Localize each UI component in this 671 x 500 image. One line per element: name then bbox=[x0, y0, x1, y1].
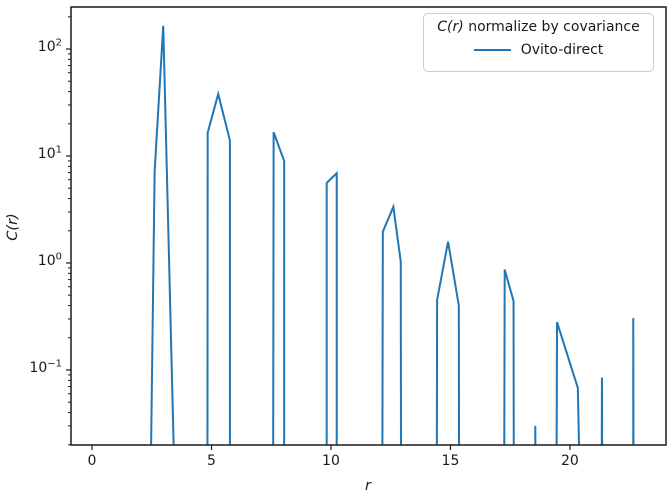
x-tick-label: 0 bbox=[87, 453, 97, 469]
x-tick-label: 20 bbox=[561, 453, 579, 469]
legend-title-rest: normalize by covariance bbox=[463, 19, 640, 35]
data-line-segment bbox=[503, 269, 515, 445]
y-tick-label: 101 bbox=[37, 144, 62, 162]
y-tick-label: 102 bbox=[37, 37, 62, 55]
legend-entry-label: Ovito-direct bbox=[520, 42, 604, 58]
legend: C(r) normalize by covariance Ovito-direc… bbox=[423, 13, 654, 72]
y-tick-label: 10−1 bbox=[29, 358, 62, 376]
x-tick-label: 15 bbox=[441, 453, 460, 469]
data-line-segment bbox=[272, 131, 286, 445]
data-line-segment bbox=[381, 203, 402, 445]
data-line-segment bbox=[325, 170, 338, 445]
y-axis-label: C(r) bbox=[5, 213, 21, 241]
x-tick-label: 10 bbox=[322, 453, 340, 469]
data-line-segment bbox=[435, 241, 461, 445]
legend-title-math: C(r) bbox=[437, 19, 464, 35]
legend-line-swatch bbox=[473, 49, 511, 51]
y-tick-label: 100 bbox=[37, 251, 62, 269]
plot-frame bbox=[70, 6, 667, 446]
x-axis-label: r bbox=[365, 478, 371, 494]
data-line-segment bbox=[555, 321, 581, 445]
legend-entry: Ovito-direct bbox=[424, 42, 653, 58]
data-line-segment bbox=[150, 25, 175, 445]
x-tick-label: 5 bbox=[207, 453, 216, 469]
legend-title: C(r) normalize by covariance bbox=[424, 19, 653, 35]
data-line-segment bbox=[206, 90, 231, 445]
